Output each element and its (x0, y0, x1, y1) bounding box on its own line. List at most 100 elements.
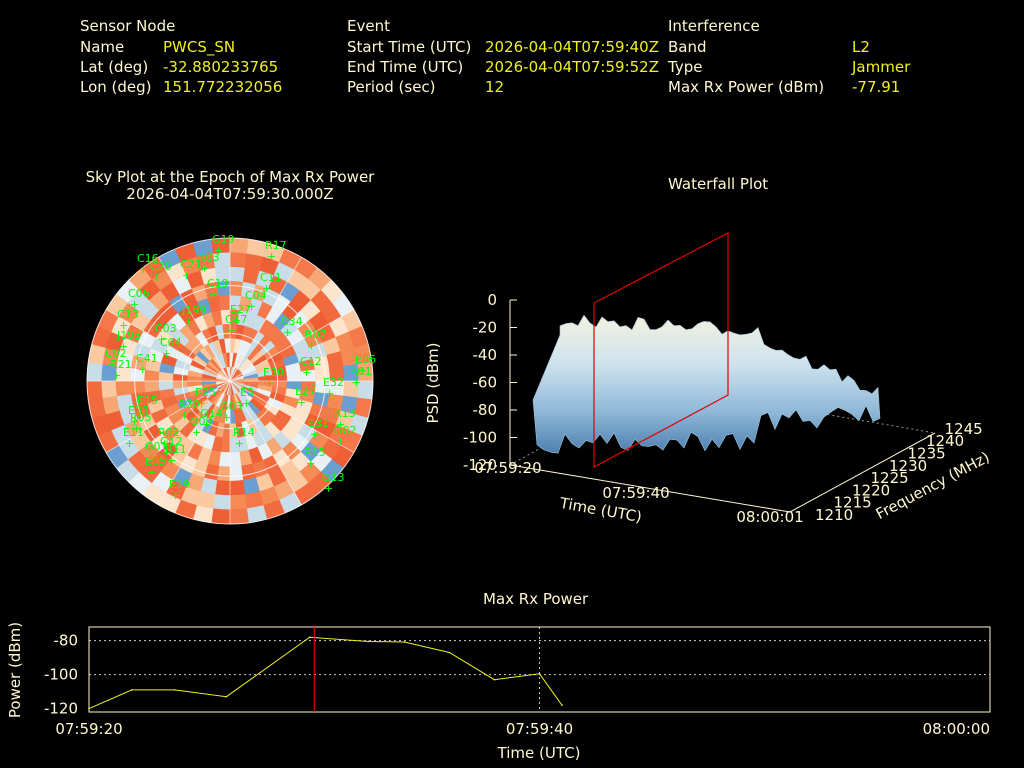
satellite-label: E32 (323, 376, 344, 389)
satellite-label: E27 (295, 385, 316, 398)
satellite-label: C21 (180, 258, 202, 271)
end-time-label: End Time (UTC) (347, 58, 464, 76)
skyplot-azimuth-line (229, 256, 302, 382)
waterfall-time-axis (509, 464, 791, 513)
satellite-marker: + (222, 411, 231, 424)
satellite-marker: + (307, 339, 316, 352)
skyplot-title: Sky Plot at the Epoch of Max Rx Power (85, 168, 375, 186)
waterfall-title: Waterfall Plot (668, 175, 769, 193)
satellite-label: C19 (207, 277, 229, 290)
lat-label: Lat (deg) (80, 58, 149, 76)
waterfall-frequency-tick-label: 1225 (871, 469, 909, 487)
maxrx-y-tick-label: -120 (44, 700, 78, 718)
satellite-marker: + (139, 263, 148, 276)
satellite-marker: + (302, 366, 311, 379)
event-header: Event (347, 17, 390, 35)
satellite-label: R02 (158, 426, 180, 439)
satellite-marker: + (235, 437, 244, 450)
maxrx-chart-title: Max Rx Power (483, 590, 589, 608)
maxrx-x-tick-label: 07:59:40 (506, 720, 573, 738)
satellite-marker: + (202, 418, 211, 431)
maxrx-data-point (448, 651, 451, 654)
satellite-marker: + (242, 397, 251, 410)
maxrx-y-axis-label: Power (dBm) (6, 622, 24, 718)
band-value: L2 (852, 38, 870, 56)
satellite-label: E31 (308, 417, 329, 430)
waterfall-frequency-tick-label: 1215 (834, 494, 872, 512)
satellite-marker: + (283, 326, 292, 339)
maxrx-y-tick-label: -80 (54, 632, 79, 650)
band-label: Band (668, 38, 707, 56)
satellite-label: G14 (200, 407, 223, 420)
satellite-marker: + (125, 437, 134, 450)
satellite-label: R15 (304, 446, 326, 459)
start-time-value: 2026-04-04T07:59:40Z (485, 38, 659, 56)
waterfall-z-axis-label: PSD (dBm) (424, 342, 442, 423)
satellite-marker: + (267, 250, 276, 263)
satellite-label: C41 (136, 352, 158, 365)
name-value: PWCS_SN (163, 38, 236, 56)
satellite-label: R11 (165, 443, 187, 456)
satellite-marker: + (132, 422, 141, 435)
satellite-marker: + (167, 454, 176, 467)
maxrx-series-line (88, 636, 563, 710)
satellite-marker: + (119, 319, 128, 332)
satellite-label: E19 (169, 478, 190, 491)
satellite-label: C12 (300, 355, 322, 368)
satellite-marker: + (297, 396, 306, 409)
waterfall-z-tick-label: -120 (463, 456, 497, 474)
satellite-label: R03 (198, 251, 220, 264)
satellite-marker: + (306, 457, 315, 470)
satellite-marker: + (214, 244, 223, 257)
maxrx-data-point (225, 695, 228, 698)
skyplot-azimuth-line (105, 380, 231, 453)
satellite-marker: + (325, 387, 334, 400)
waterfall-time-tick-label: 08:00:01 (736, 508, 803, 526)
type-label: Type (668, 58, 703, 76)
waterfall-time-tick-label: 07:59:20 (474, 459, 541, 477)
satellite-marker: + (162, 446, 171, 459)
satellite-marker: + (160, 437, 169, 450)
satellite-label: J199 (181, 304, 206, 317)
maxrx-x-axis-label: Time (UTC) (497, 744, 581, 762)
maxrx-x-tick-label: 08:00:00 (923, 720, 990, 738)
waterfall-max-power-marker (593, 232, 729, 469)
waterfall-frequency-tick-label: 1220 (852, 481, 890, 499)
skyplot-azimuth-line (105, 309, 231, 382)
satellite-marker: + (209, 288, 218, 301)
lon-value: 151.772232056 (163, 78, 283, 96)
satellite-marker: + (247, 300, 256, 313)
satellite-label: C20 (150, 260, 172, 273)
satellite-label: C16 (137, 252, 159, 265)
period-value: 12 (485, 78, 505, 96)
satellite-marker: + (162, 347, 171, 360)
waterfall-z-tick-label: -100 (463, 429, 497, 447)
satellite-marker: + (119, 340, 128, 353)
satellite-marker: + (310, 428, 319, 441)
max-rx-power-label: Max Rx Power (dBm) (668, 78, 825, 96)
satellite-label: G12 (160, 435, 183, 448)
satellite-label: R13 (334, 407, 356, 420)
waterfall-frequency-tick-label: 1235 (908, 445, 946, 463)
satellite-label: C34 (281, 315, 303, 328)
satellite-label: C03 (155, 322, 177, 335)
satellite-label: C04 (245, 289, 267, 302)
satellite-label: R21 (110, 358, 132, 371)
maxrx-data-point (173, 689, 176, 691)
satellite-marker: + (182, 269, 191, 282)
sensor-node-header: Sensor Node (80, 17, 176, 35)
satellite-label: C02 (105, 347, 127, 360)
waterfall-frequency-tick-label: 1245 (945, 420, 983, 438)
satellite-label: E05 (145, 455, 166, 468)
maxrx-data-point (367, 640, 370, 643)
satellite-label: G01 (145, 440, 168, 453)
waterfall-frequency-axis (789, 432, 936, 513)
satellite-marker: + (336, 435, 345, 448)
satellite-marker: + (227, 324, 236, 337)
satellite-marker: + (107, 358, 116, 371)
satellite-marker: + (232, 314, 241, 327)
satellite-marker: + (130, 298, 139, 311)
maxrx-data-point (88, 707, 90, 710)
skyplot-azimuth-line (229, 380, 355, 453)
